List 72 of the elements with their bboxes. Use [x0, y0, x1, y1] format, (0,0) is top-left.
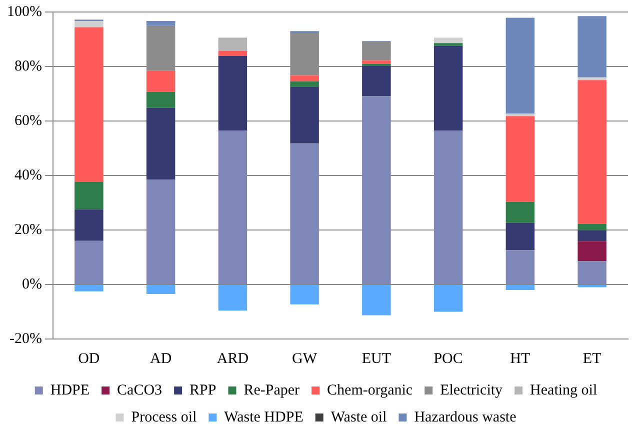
bar	[74, 285, 104, 292]
bar	[578, 80, 606, 224]
legend-label: Heating oil	[530, 382, 598, 398]
legend-label: RPP	[190, 382, 216, 398]
x-tick-label: ARD	[216, 350, 249, 367]
y-tick-label: 100%	[6, 4, 42, 20]
bar	[290, 81, 319, 87]
bar	[362, 285, 391, 316]
y-tick-label: 80%	[14, 58, 42, 74]
y-tick-label: -20%	[9, 330, 42, 347]
bar	[74, 240, 104, 284]
x-tick-label: ET	[582, 350, 602, 367]
x-tick-label: OD	[78, 350, 100, 367]
bar	[146, 70, 176, 92]
bar	[506, 116, 535, 202]
bar	[434, 46, 463, 131]
bar	[362, 96, 391, 284]
bar	[146, 20, 176, 26]
legend-label: Re-Paper	[244, 382, 300, 398]
legend-label: Chem-organic	[327, 382, 413, 398]
bar	[434, 43, 463, 46]
legend-label: HDPE	[50, 382, 90, 398]
bar	[290, 86, 319, 144]
bar	[506, 202, 535, 223]
legend-label: CaCO3	[117, 382, 162, 398]
bar	[578, 224, 606, 230]
legend-label: Process oil	[131, 409, 197, 426]
x-tick-label: POC	[434, 350, 463, 367]
bar	[74, 20, 104, 28]
bar	[578, 241, 606, 262]
bar	[506, 222, 535, 250]
bar	[74, 209, 104, 241]
bar	[578, 16, 606, 78]
bar	[146, 180, 176, 284]
y-tick-label: 60%	[14, 112, 42, 129]
bar	[218, 130, 248, 284]
legend-label: Waste HDPE	[224, 409, 304, 426]
bar	[146, 108, 176, 180]
bar	[578, 261, 606, 284]
bar	[434, 130, 463, 284]
x-tick-label: AD	[150, 350, 172, 367]
legend-label: Hazardous waste	[414, 409, 517, 426]
bar	[506, 18, 535, 114]
bar	[434, 285, 463, 312]
bar	[362, 42, 391, 60]
bar	[506, 285, 535, 290]
bar	[578, 230, 606, 242]
y-tick-label: 0%	[22, 276, 42, 292]
y-tick-label: 20%	[14, 222, 42, 238]
bar	[74, 27, 104, 182]
x-tick-label: EUT	[362, 350, 392, 367]
bar	[290, 75, 319, 82]
legend-label: Waste oil	[330, 409, 387, 426]
bar	[218, 285, 248, 311]
bar	[146, 285, 176, 294]
bar	[218, 50, 248, 56]
bar	[434, 38, 463, 44]
bar	[290, 285, 319, 304]
bar	[362, 60, 391, 64]
bar	[506, 114, 535, 116]
bar	[578, 77, 606, 80]
x-tick-label: GW	[292, 350, 318, 367]
bar	[218, 38, 248, 51]
bar	[506, 250, 535, 284]
bar	[290, 143, 319, 284]
bar	[218, 56, 248, 131]
y-tick-label: 40%	[14, 167, 42, 184]
bar	[74, 182, 104, 210]
x-tick-label: HT	[510, 350, 530, 367]
bar	[146, 92, 176, 108]
legend-label: Electricity	[440, 382, 504, 398]
bar	[362, 66, 391, 96]
